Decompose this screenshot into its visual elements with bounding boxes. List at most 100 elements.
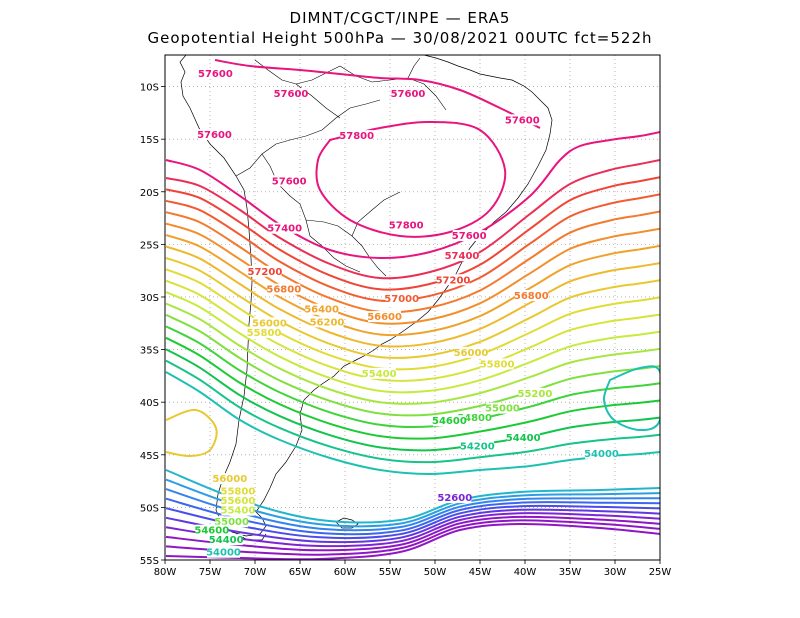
contour-line [165,348,660,452]
contour-line [165,302,660,405]
contour-label: 54400 [506,433,541,444]
contour-label: 55800 [221,487,256,498]
map-grid [165,55,660,560]
contour-label-bg [391,88,425,100]
contour-line [165,515,660,552]
contour-label: 57000 [384,294,419,305]
contour-label: 57800 [339,131,374,142]
contour-label-bg [518,387,552,399]
map-title-field: Geopotential Height 500hPa — 30/08/2021 … [147,29,653,47]
contour-label: 55000 [485,404,520,415]
contour-label-bg [362,367,396,379]
x-tick-label: 55W [379,567,402,578]
contour-label-bg [432,415,466,427]
contour-line [165,159,660,280]
contour-line [165,234,660,337]
contour-label: 57600 [274,89,309,100]
y-tick-label: 10S [140,83,159,94]
contour-label-bg [221,504,255,516]
contour-line [165,193,660,303]
contour-label-bg [272,175,306,187]
contour-line [165,325,660,429]
contour-label: 57600 [452,231,487,242]
contour-label: 55000 [214,517,249,528]
contour-line [165,512,660,548]
contour-line [165,245,660,348]
contour-label: 54400 [209,535,244,546]
contour-label: 55200 [518,389,553,400]
contour-line [165,131,660,260]
x-tick-label: 25W [649,567,672,578]
contour-line [165,222,660,325]
contour-label-bg [268,222,302,234]
contour-label-bg [340,130,374,142]
map-title-source: DIMNT/CGCT/INPE — ERA5 [289,9,511,27]
y-tick-label: 30S [140,293,159,304]
contour-line [165,256,660,359]
contour-label-bg [505,114,539,126]
contour-line [165,268,660,371]
contour-label: 57400 [267,224,302,235]
contour-label-bg [198,68,232,80]
contour-line [165,336,660,440]
contour-line [165,176,660,291]
contour-label-bg [514,290,548,302]
contour-label: 57600 [272,176,307,187]
y-tick-label: 20S [140,188,159,199]
contour-label-bg [506,432,540,444]
contour-label-bg [221,495,255,507]
contour-label-bg [480,358,514,370]
contour-label: 55800 [480,359,515,370]
contour-label-bg [460,440,494,452]
y-tick-label: 25S [140,240,159,251]
contour-label: 54800 [457,413,492,424]
y-tick-label: 35S [140,346,159,357]
contour-line [165,519,660,556]
contour-label-bg [389,219,423,231]
contour-label: 57200 [436,275,471,286]
contour-label-bg [267,283,301,295]
contour-label: 54600 [194,526,229,537]
contour-label: 56800 [514,291,549,302]
x-tick-label: 40W [514,567,537,578]
contour-line [165,279,660,382]
contour-label-bg [452,230,486,242]
contour-label-bg [385,293,419,305]
contour-label: 56800 [266,285,301,296]
contour-label: 55400 [221,506,256,517]
contour-label: 56400 [304,305,339,316]
contour-label-bg [195,524,229,536]
contour-label: 57600 [505,115,540,126]
contour-label: 57400 [445,251,480,262]
x-tick-label: 30W [604,567,627,578]
contour-label: 56600 [367,312,402,323]
contour-label-bg [438,492,472,504]
y-tick-label: 40S [140,398,159,409]
contour-label-bg [305,303,339,315]
contour-label: 56200 [310,317,345,328]
contour-label: 56000 [252,318,287,329]
contour-label-bg [310,316,344,328]
contour-label-bg [198,129,231,141]
contour-label-bg [213,473,247,485]
contour-label-bg [221,485,255,497]
contour-label-bg [252,317,286,329]
contour-label-bg [368,311,402,323]
contour-label-bg [445,250,479,262]
contour-label: 57800 [389,221,424,232]
contour-label-bg [436,274,470,286]
contour-label-bg [454,346,488,358]
contour-label: 54600 [432,416,467,427]
contour-label-bg [215,516,249,528]
contour-line [165,508,660,544]
x-tick-label: 70W [244,567,267,578]
contour-label: 56000 [454,348,489,359]
contour-label-bg [247,326,281,338]
contour-label: 57200 [248,267,283,278]
x-tick-label: 60W [334,567,357,578]
x-tick-label: 80W [154,567,177,578]
y-tick-label: 45S [140,451,159,462]
contour-label-bg [585,447,618,459]
contour-label: 55400 [362,369,397,380]
